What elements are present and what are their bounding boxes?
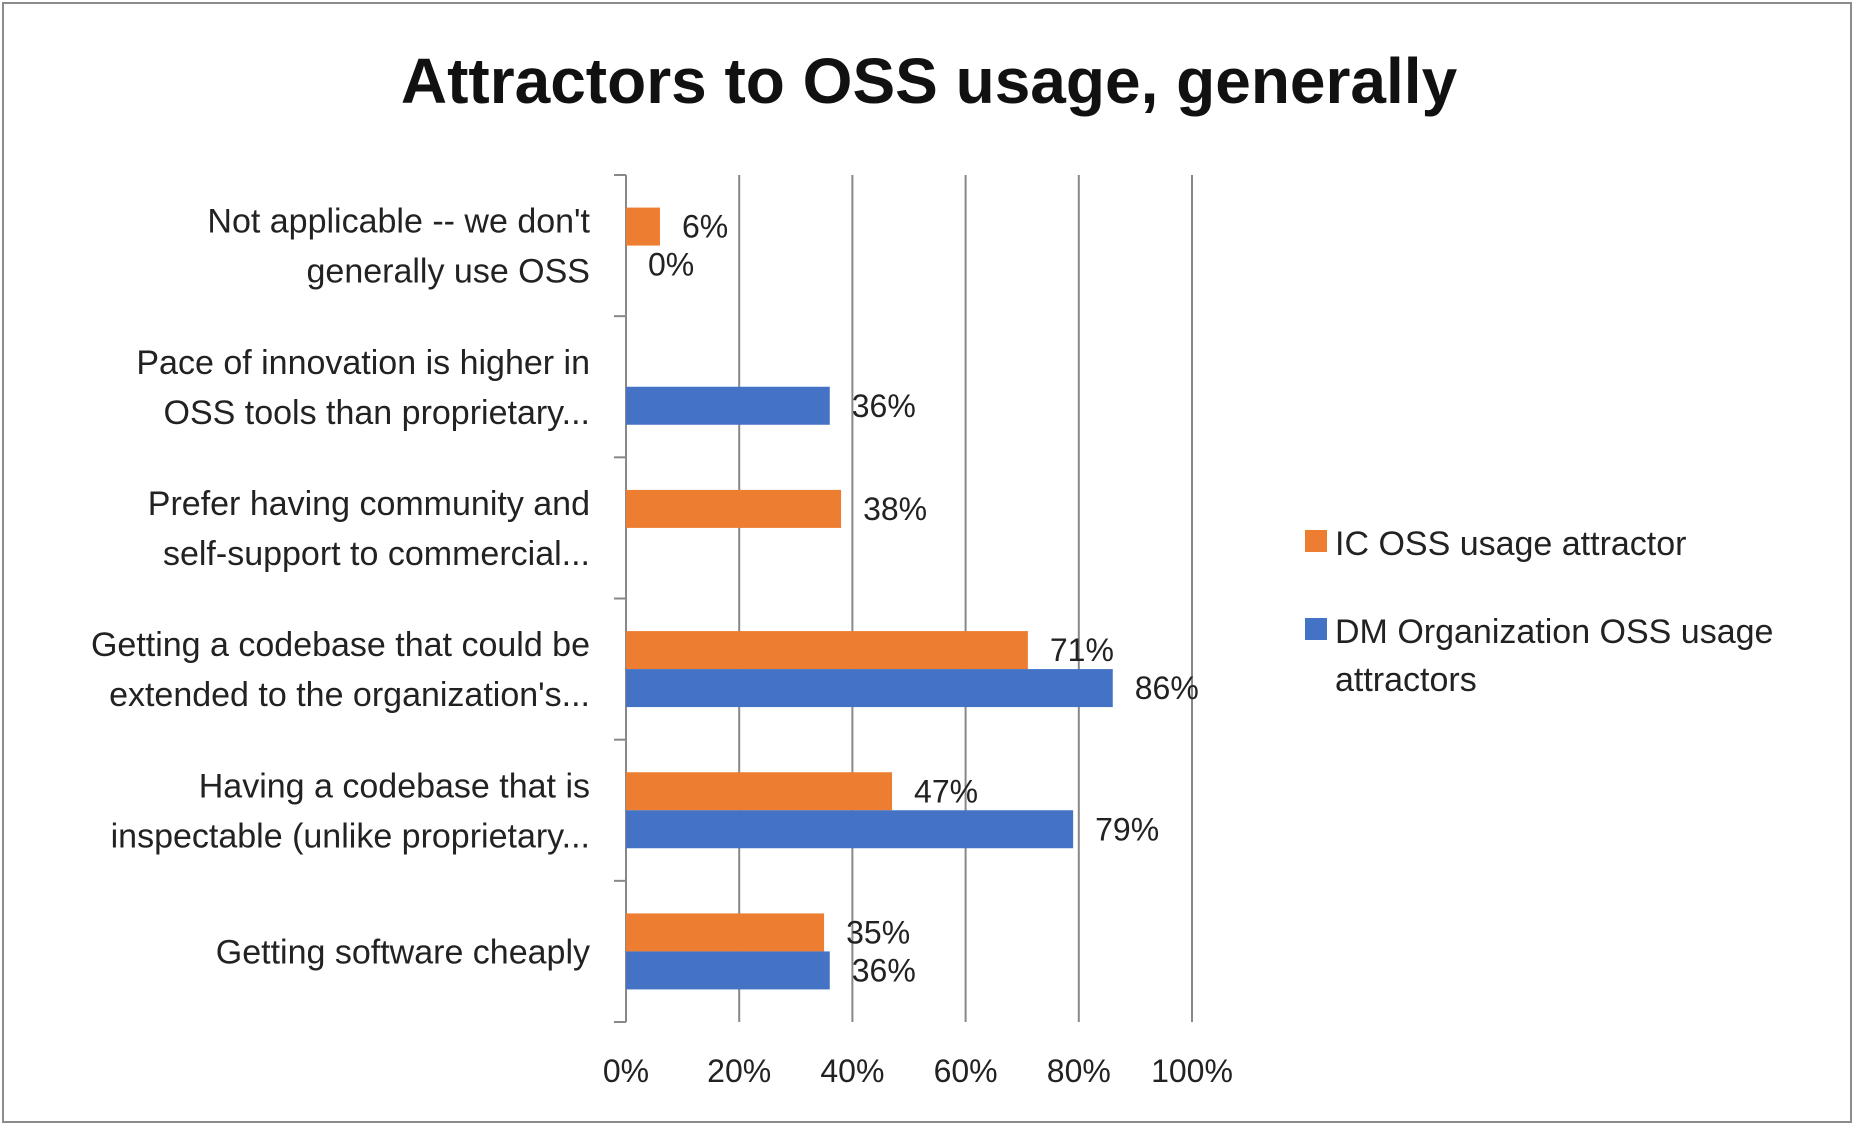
data-label: 35% bbox=[846, 914, 910, 950]
x-tick-label: 20% bbox=[707, 1053, 771, 1089]
bar bbox=[626, 669, 1113, 708]
category-label: Getting a codebase that could be extended… bbox=[91, 626, 590, 714]
category-label-line: self-support to commercial... bbox=[163, 535, 590, 573]
x-tick-label: 0% bbox=[603, 1053, 649, 1089]
category-label: Getting software cheaply bbox=[216, 933, 590, 971]
category-label-line: extended to the organization's... bbox=[109, 676, 590, 714]
x-tick-label: 100% bbox=[1151, 1053, 1233, 1089]
chart-title: Attractors to OSS usage, generally bbox=[400, 45, 1458, 117]
x-tick-label: 80% bbox=[1047, 1053, 1111, 1089]
category-label-line: Pace of innovation is higher in bbox=[136, 344, 590, 382]
category-label-line: Not applicable -- we don't bbox=[207, 203, 590, 241]
category-label-line: Having a codebase that is bbox=[199, 767, 590, 805]
data-label: 0% bbox=[648, 247, 694, 283]
data-label: 6% bbox=[682, 209, 728, 245]
data-label: 38% bbox=[863, 491, 927, 527]
category-label: Pace of innovation is higher in OSS tools… bbox=[136, 344, 590, 432]
x-tick-label: 40% bbox=[820, 1053, 884, 1089]
bar bbox=[626, 386, 830, 425]
category-label: Not applicable -- we don't generally use … bbox=[207, 203, 590, 291]
legend: IC OSS usage attractor DM Organization O… bbox=[1305, 520, 1845, 744]
bar bbox=[626, 631, 1028, 670]
legend-swatch-ic bbox=[1305, 530, 1327, 552]
legend-label-ic: IC OSS usage attractor bbox=[1335, 525, 1687, 563]
data-label: 71% bbox=[1050, 632, 1114, 668]
legend-label-dm: DM Organization OSS usage attractors bbox=[1335, 613, 1774, 699]
category-label-line: generally use OSS bbox=[307, 253, 591, 291]
bar bbox=[626, 489, 842, 528]
data-label: 79% bbox=[1095, 811, 1159, 847]
bar bbox=[626, 913, 825, 952]
bar bbox=[626, 810, 1074, 849]
category-label-line: Getting a codebase that could be bbox=[91, 626, 590, 664]
legend-item-dm: DM Organization OSS usage attractors bbox=[1305, 608, 1845, 704]
legend-item-ic: IC OSS usage attractor bbox=[1305, 520, 1845, 568]
category-label: Prefer having community and self-support … bbox=[148, 485, 590, 573]
bar bbox=[626, 951, 830, 990]
bar bbox=[626, 772, 893, 811]
category-label: Having a codebase that is inspectable (un… bbox=[111, 767, 590, 855]
category-label-line: Prefer having community and bbox=[148, 485, 590, 523]
data-label: 36% bbox=[852, 952, 916, 988]
category-label-line: OSS tools than proprietary... bbox=[164, 394, 590, 432]
bar bbox=[626, 207, 660, 246]
data-label: 36% bbox=[852, 388, 916, 424]
data-label: 47% bbox=[914, 773, 978, 809]
data-label: 86% bbox=[1135, 670, 1199, 706]
legend-swatch-dm bbox=[1305, 618, 1327, 640]
category-label-line: Getting software cheaply bbox=[216, 933, 590, 971]
x-tick-label: 60% bbox=[934, 1053, 998, 1089]
category-label-line: inspectable (unlike proprietary... bbox=[111, 817, 590, 855]
